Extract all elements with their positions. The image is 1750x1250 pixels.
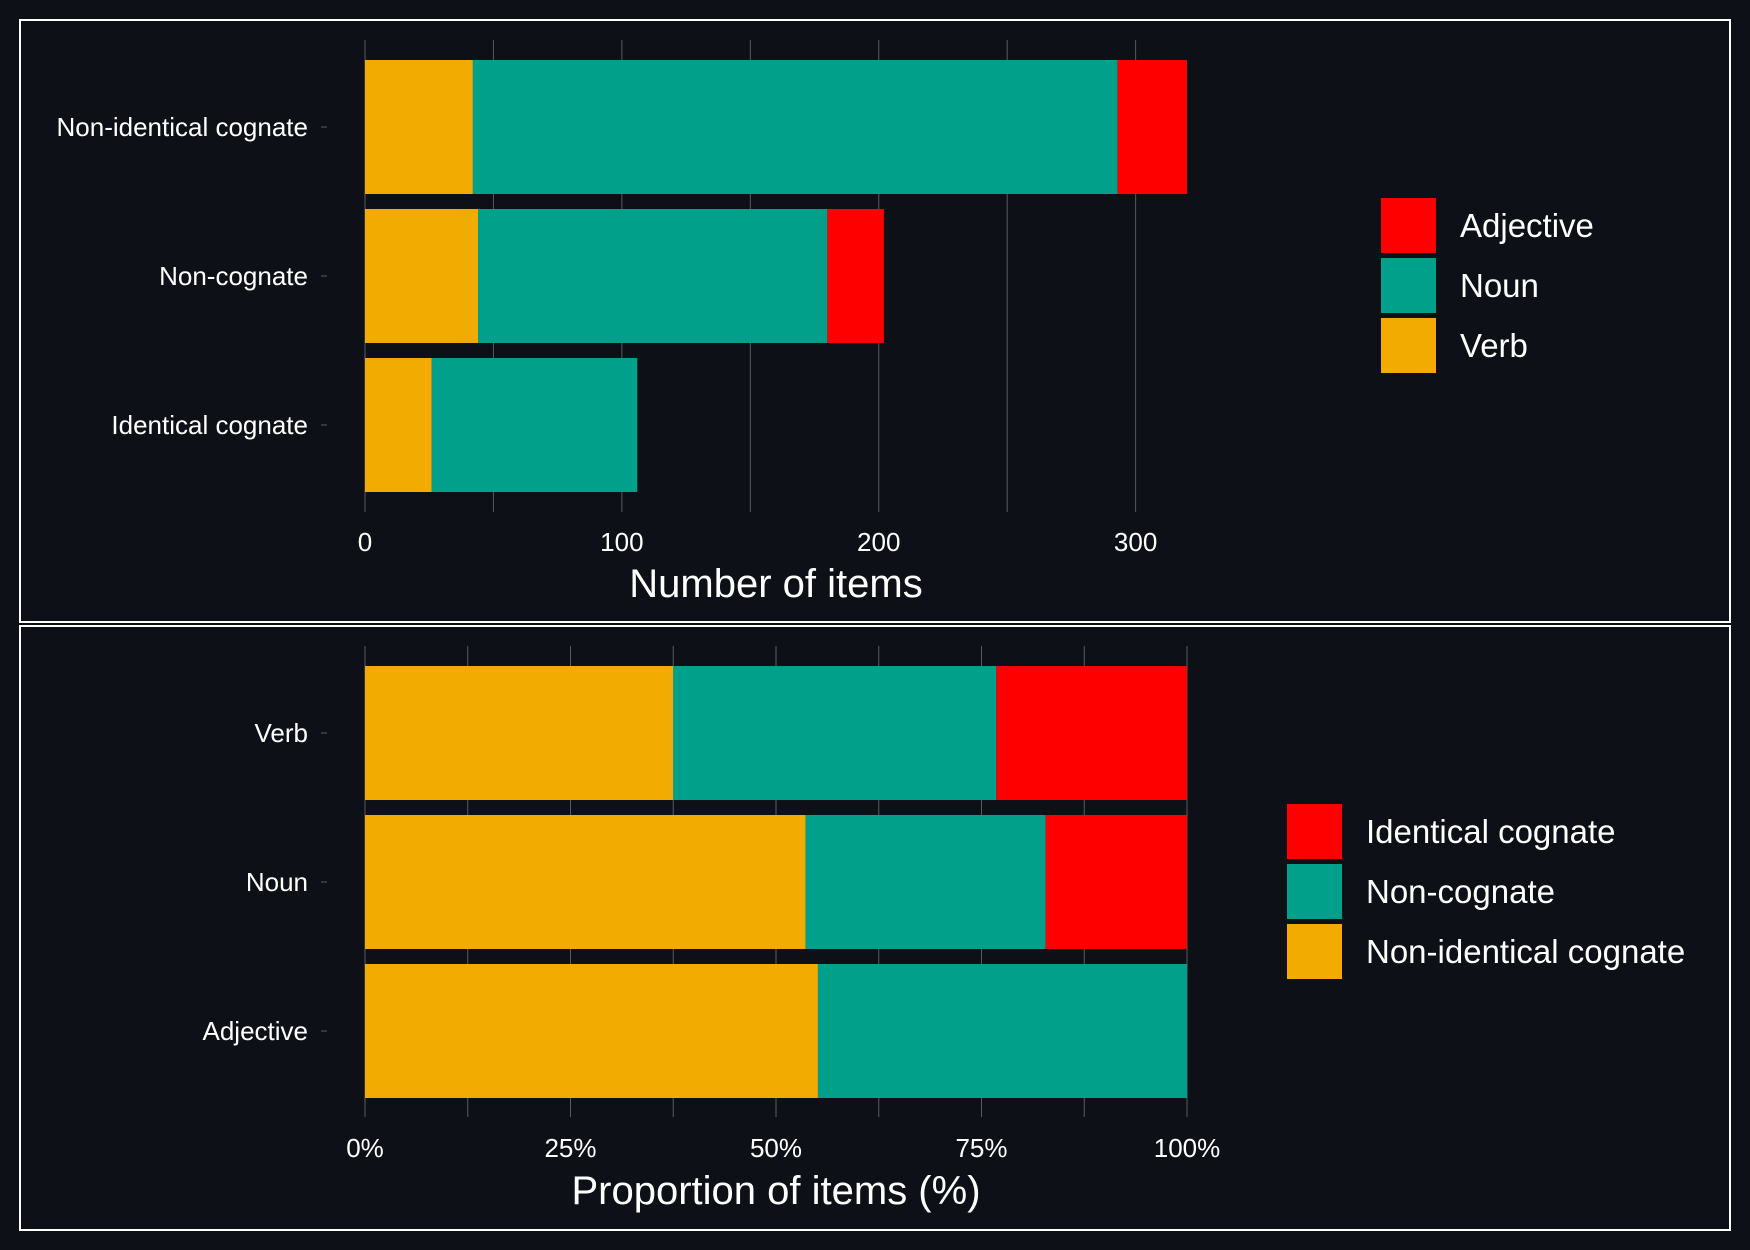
legend-label: Identical cognate <box>1366 813 1616 850</box>
x-axis-title: Number of items <box>629 562 922 606</box>
x-tick-label: 300 <box>1114 527 1157 557</box>
bar-adjective <box>827 209 884 343</box>
legend-label: Verb <box>1460 327 1528 364</box>
bar-non-cognate <box>805 815 1046 949</box>
bar-non-cognate <box>673 666 997 800</box>
legend: Adjective Noun Verb <box>1381 198 1594 373</box>
y-tick-label: Verb <box>255 718 309 748</box>
legend-label: Noun <box>1460 267 1539 304</box>
legend-swatch <box>1381 198 1436 253</box>
y-tick-label: Identical cognate <box>111 410 308 440</box>
chart-panel-2: Verb Noun Adjective 0% 25% 50% 75% 100% Proporti… <box>19 625 1731 1231</box>
bar-verb <box>365 60 473 194</box>
bar-noun <box>472 60 1118 194</box>
legend-label: Adjective <box>1460 207 1594 244</box>
legend-swatch <box>1287 804 1342 859</box>
x-tick-label: 0% <box>346 1133 384 1163</box>
bar-noun <box>431 358 638 492</box>
x-tick-label: 75% <box>955 1133 1007 1163</box>
bar-identical-cognate <box>1045 815 1187 949</box>
legend-label: Non-cognate <box>1366 873 1555 910</box>
bar-non-identical-cognate <box>365 666 674 800</box>
bar-verb <box>365 358 432 492</box>
x-tick-label: 200 <box>857 527 900 557</box>
panel-border <box>19 625 1731 1231</box>
legend-swatch <box>1287 864 1342 919</box>
bar-noun <box>478 209 828 343</box>
legend-swatch <box>1381 258 1436 313</box>
x-tick-label: 100% <box>1154 1133 1221 1163</box>
bar-adjective <box>1117 60 1187 194</box>
y-tick-label: Adjective <box>203 1016 309 1046</box>
x-axis-title: Proportion of items (%) <box>571 1169 980 1213</box>
x-tick-label: 25% <box>544 1133 596 1163</box>
bar-non-cognate <box>817 964 1187 1098</box>
bar-identical-cognate <box>996 666 1187 800</box>
y-tick-label: Non-identical cognate <box>57 112 309 142</box>
legend-label: Non-identical cognate <box>1366 933 1685 970</box>
bar-non-identical-cognate <box>365 815 806 949</box>
x-tick-label: 100 <box>600 527 643 557</box>
legend-swatch <box>1287 924 1342 979</box>
x-tick-label: 50% <box>750 1133 802 1163</box>
chart-panel-1: Non-identical cognate Non-cognate Identica… <box>19 19 1731 623</box>
bar-verb <box>365 209 479 343</box>
legend-swatch <box>1381 318 1436 373</box>
panel-border <box>19 19 1731 623</box>
y-tick-label: Noun <box>246 867 308 897</box>
y-tick-label: Non-cognate <box>159 261 308 291</box>
x-tick-label: 0 <box>358 527 372 557</box>
legend: Identical cognate Non-cognate Non-identica… <box>1287 804 1685 979</box>
bar-non-identical-cognate <box>365 964 818 1098</box>
